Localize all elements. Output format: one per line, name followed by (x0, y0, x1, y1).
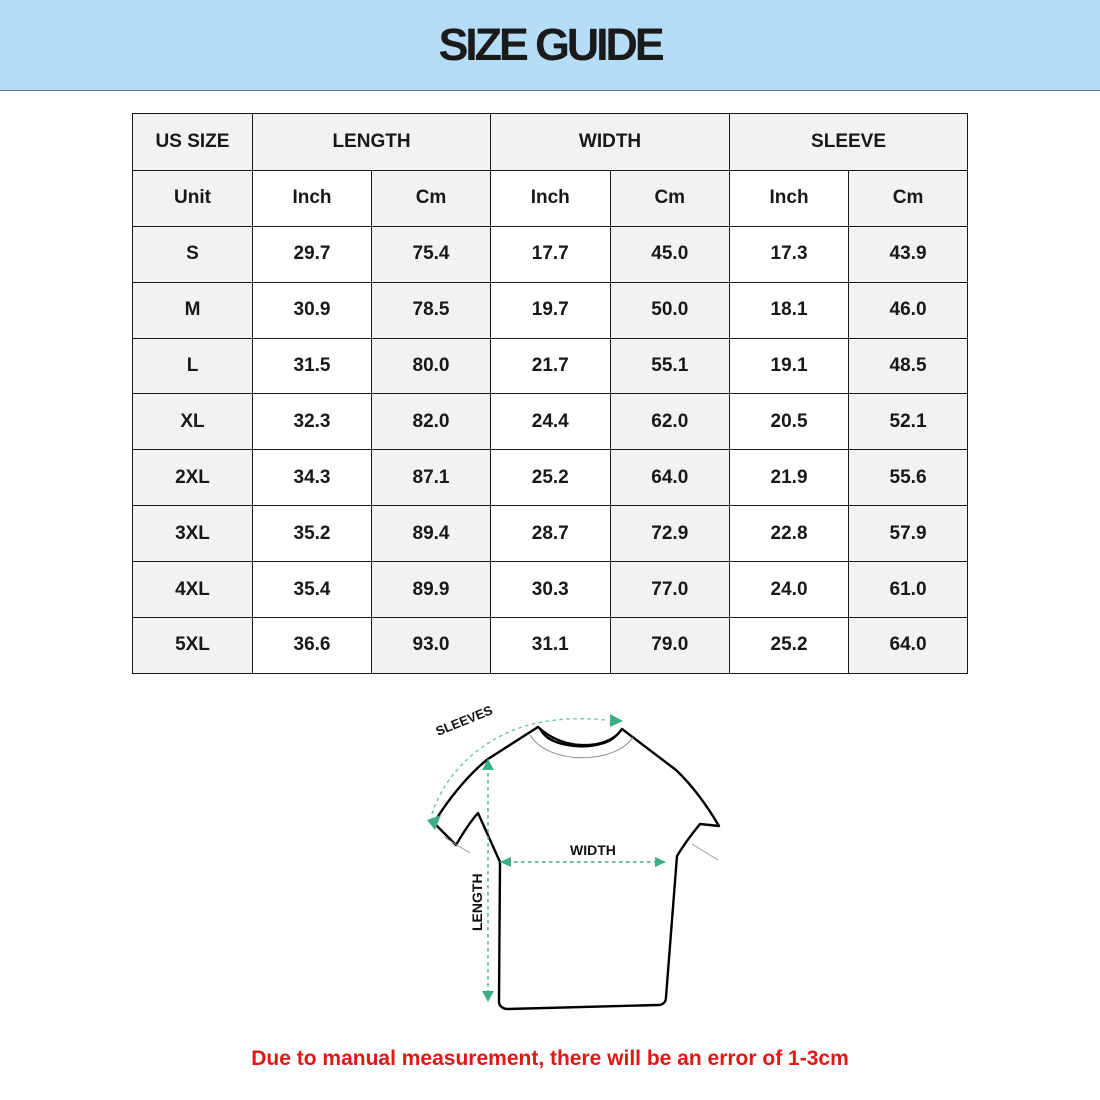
svg-text:WIDTH: WIDTH (570, 842, 616, 858)
svg-text:SLEEVES: SLEEVES (434, 702, 496, 738)
svg-text:LENGTH: LENGTH (469, 873, 485, 931)
